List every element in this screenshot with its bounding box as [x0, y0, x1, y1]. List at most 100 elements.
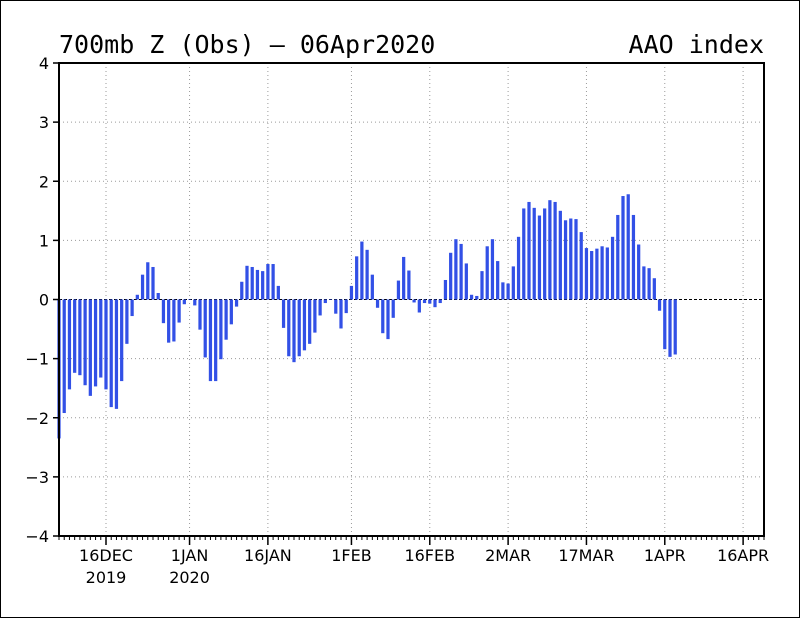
bar	[313, 299, 317, 333]
bar	[642, 266, 646, 300]
bar	[475, 295, 479, 300]
x-tick-label: 1JAN	[171, 546, 209, 565]
bar	[558, 210, 562, 300]
bar	[130, 299, 134, 317]
bar	[584, 248, 589, 300]
bar	[266, 264, 270, 300]
bar	[73, 299, 77, 373]
bar	[459, 243, 463, 300]
bar	[67, 299, 72, 390]
bar	[449, 252, 453, 300]
bar	[396, 280, 401, 300]
bar	[616, 214, 620, 300]
bar	[93, 299, 98, 387]
bar	[156, 292, 160, 300]
bar	[637, 244, 641, 300]
bar	[433, 299, 437, 308]
bar	[114, 299, 119, 409]
bar	[527, 201, 531, 300]
bar	[532, 207, 536, 300]
bar	[402, 256, 406, 300]
y-tick-label: −2	[25, 409, 49, 428]
bar	[349, 285, 354, 300]
bar	[328, 299, 333, 300]
bar	[496, 261, 500, 300]
bar	[318, 299, 322, 316]
bars	[57, 194, 677, 439]
bar	[172, 299, 176, 342]
bar	[443, 279, 448, 300]
bar	[240, 281, 244, 300]
bar	[297, 299, 301, 357]
x-tick-label: 16JAN	[244, 546, 292, 565]
bar	[99, 299, 103, 378]
bar	[490, 239, 495, 300]
bar	[412, 299, 416, 303]
bar	[464, 263, 468, 300]
bar	[626, 194, 630, 300]
bar	[187, 299, 192, 300]
bar	[161, 299, 166, 324]
bar	[109, 299, 113, 408]
y-tick-label: −3	[25, 468, 49, 487]
bar	[208, 299, 213, 382]
bar	[224, 299, 228, 340]
bar	[569, 218, 573, 300]
x-tick-year: 2020	[169, 568, 210, 587]
bar	[339, 299, 343, 329]
bar	[652, 278, 656, 300]
x-tick-label: 17MAR	[558, 546, 614, 565]
bar	[438, 299, 442, 304]
bar	[428, 299, 432, 304]
y-tick-label: 1	[39, 231, 49, 250]
bar	[485, 246, 489, 300]
bar	[574, 219, 578, 300]
bar	[590, 251, 594, 300]
bar	[365, 249, 369, 300]
bar	[553, 201, 557, 300]
bar	[621, 196, 625, 300]
bar	[360, 241, 364, 300]
y-tick-label: 4	[39, 54, 49, 73]
bar	[657, 299, 662, 311]
x-tick-label: 16APR	[717, 546, 769, 565]
bar	[62, 299, 66, 414]
bar	[407, 270, 411, 300]
bar	[88, 299, 92, 396]
bar	[245, 265, 249, 300]
bar	[375, 299, 380, 308]
bar	[663, 299, 667, 350]
y-axis: −4 −3 −2 −1 0 1 2 3 4	[25, 54, 59, 546]
bar	[167, 299, 171, 343]
x-tick-label: 1APR	[644, 546, 686, 565]
bar	[344, 299, 348, 314]
bar	[673, 299, 677, 355]
x-tick-year: 2019	[86, 568, 127, 587]
bar	[302, 299, 307, 351]
bar	[281, 299, 286, 328]
x-tick-label: 1FEB	[331, 546, 371, 565]
bar	[647, 268, 651, 300]
bar	[120, 299, 124, 382]
x-tick-label: 16FEB	[404, 546, 455, 565]
bar	[125, 299, 129, 344]
bar	[506, 283, 510, 300]
y-tick-label: 0	[39, 291, 49, 310]
y-tick-label: −4	[25, 527, 49, 546]
y-tick-label: −1	[25, 350, 49, 369]
bar	[250, 266, 254, 300]
bar	[537, 215, 542, 300]
index-label: AAO index	[629, 30, 764, 59]
bar	[516, 236, 521, 300]
bar	[234, 299, 239, 307]
bar	[548, 200, 552, 300]
bar	[511, 266, 515, 300]
bar	[454, 239, 458, 300]
bar	[422, 299, 427, 304]
bar	[146, 262, 150, 300]
bar	[308, 299, 312, 344]
bar	[182, 299, 186, 305]
bar	[391, 299, 395, 318]
